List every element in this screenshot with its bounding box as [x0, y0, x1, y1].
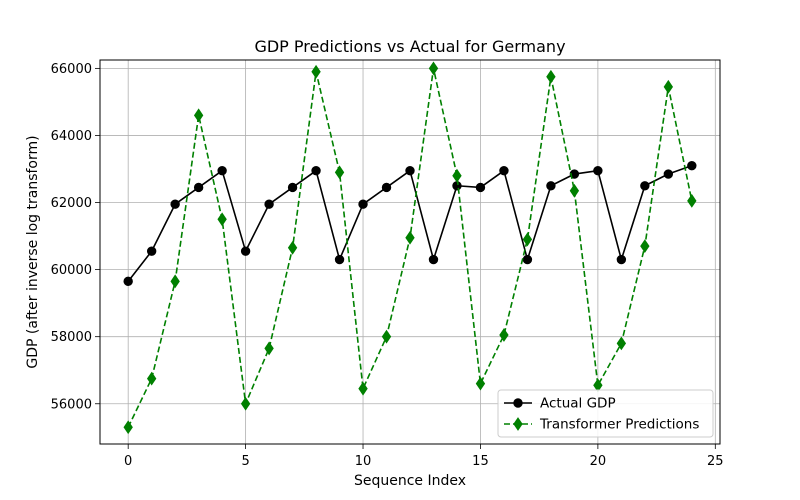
data-point [264, 199, 274, 209]
data-point [358, 381, 368, 396]
data-point [640, 239, 650, 254]
data-point [381, 182, 392, 193]
data-point [334, 254, 345, 265]
data-point [616, 254, 627, 265]
data-point [287, 182, 298, 193]
data-point [663, 79, 674, 94]
legend-marker [513, 417, 523, 431]
data-point [146, 246, 157, 256]
series-line [127, 164, 693, 282]
series-transformer-predictions [123, 61, 697, 435]
data-point [240, 246, 251, 256]
series-layer [123, 61, 697, 435]
data-point [193, 182, 204, 193]
data-point [193, 108, 204, 123]
data-point [264, 341, 274, 356]
data-point [499, 328, 509, 342]
x-tick-label: 15 [472, 454, 489, 469]
x-tick-label: 5 [241, 454, 249, 469]
data-point [358, 199, 368, 209]
y-tick-label: 66000 [51, 62, 92, 77]
data-point [311, 165, 321, 176]
data-point [475, 182, 486, 193]
data-point [640, 181, 650, 191]
x-axis-label: Sequence Index [354, 473, 466, 489]
data-point [522, 254, 533, 265]
series-line [127, 67, 693, 428]
data-point [170, 274, 180, 289]
x-tick-label: 10 [355, 454, 372, 469]
y-tick-label: 58000 [51, 330, 92, 345]
legend-label: Actual GDP [540, 396, 616, 412]
data-point [428, 61, 439, 76]
x-tick-label: 0 [124, 454, 132, 469]
legend-box [497, 389, 714, 438]
data-point [287, 240, 298, 255]
data-point [593, 165, 603, 176]
data-point [123, 420, 133, 435]
data-point [546, 181, 556, 191]
data-point [428, 254, 439, 265]
x-tick-label: 25 [707, 454, 724, 469]
data-point [499, 165, 509, 176]
data-point [687, 160, 697, 171]
data-point [170, 199, 180, 209]
series-actual-gdp [123, 160, 697, 287]
data-point [240, 396, 251, 411]
data-point [217, 212, 227, 227]
y-tick-label: 62000 [51, 196, 92, 211]
data-point [123, 276, 133, 287]
data-point [452, 168, 462, 183]
data-point [405, 230, 415, 245]
legend-marker [513, 398, 523, 408]
y-axis-label: GDP (after inverse log transform) [25, 135, 41, 368]
data-point [334, 165, 345, 180]
data-point [522, 232, 533, 247]
data-point [663, 169, 674, 179]
y-tick-label: 56000 [51, 397, 92, 412]
grid-lines [100, 60, 720, 444]
y-tick-label: 60000 [51, 263, 92, 278]
data-point [616, 336, 627, 351]
data-point [217, 165, 227, 176]
legend: Actual GDP Transformer Predictions [497, 389, 714, 438]
axis-ticks: 0 5 10 15 20 25 56000 58000 60000 62000 64000 66000 [51, 62, 724, 469]
x-tick-label: 20 [590, 454, 607, 469]
data-point [475, 376, 486, 391]
data-point [569, 183, 580, 198]
data-point [569, 169, 580, 179]
data-point [381, 329, 392, 344]
plot-frame [99, 59, 721, 445]
data-point [405, 165, 415, 176]
y-tick-label: 64000 [51, 129, 92, 144]
data-point [311, 64, 321, 79]
legend-label: Transformer Predictions [539, 417, 699, 433]
data-point [687, 193, 697, 208]
data-point [146, 371, 157, 386]
chart-title: GDP Predictions vs Actual for Germany [254, 37, 565, 56]
data-point [546, 69, 556, 84]
